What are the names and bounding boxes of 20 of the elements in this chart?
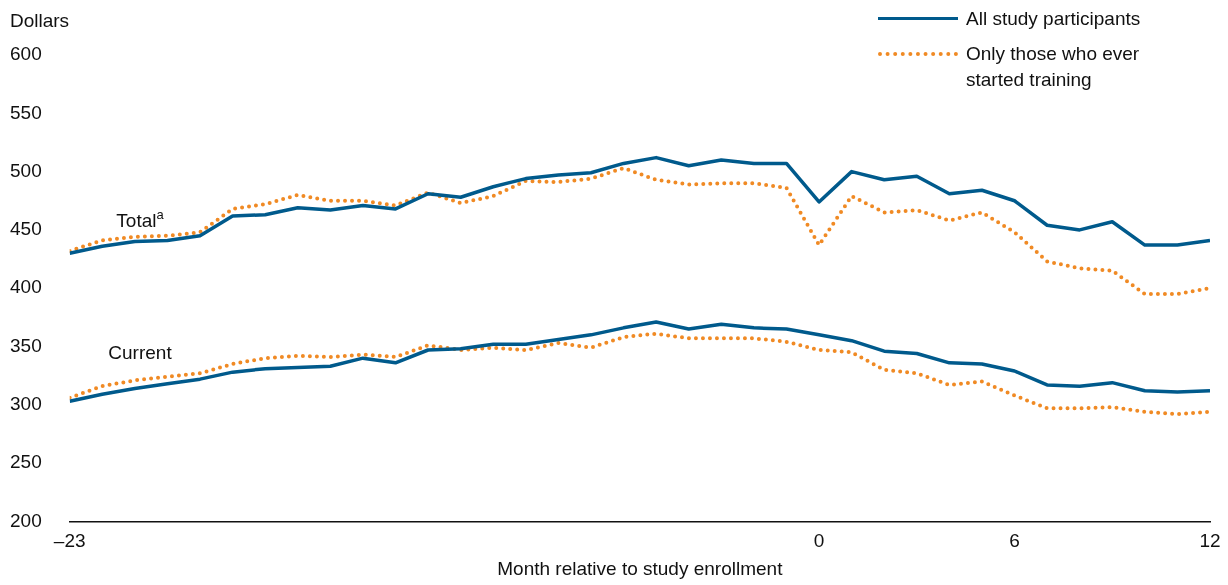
x-tick-label: 6	[1009, 530, 1020, 552]
x-tick-label: 0	[813, 530, 825, 552]
x-tick-label: –23	[53, 530, 86, 552]
y-tick-label: 350	[10, 334, 42, 356]
line-series	[69, 166, 1210, 297]
x-tick-label: 12	[1199, 530, 1221, 552]
y-tick-label: 450	[10, 218, 42, 240]
y-tick-label: 600	[10, 43, 42, 65]
y-tick-label: 250	[10, 451, 42, 473]
annotation: Current	[108, 342, 173, 364]
legend-label: All study participants	[966, 7, 1141, 31]
y-tick-label: 400	[10, 276, 42, 298]
y-tick-label: 550	[10, 101, 42, 123]
line-series	[69, 331, 1210, 417]
y-tick-label: 500	[10, 159, 42, 181]
y-tick-label: 200	[10, 509, 42, 531]
y-axis-title: Dollars	[10, 10, 70, 32]
y-tick-label: 300	[10, 393, 42, 415]
legend-label: Only those who ever started training	[966, 41, 1141, 93]
x-axis-title: Month relative to study enrollment	[497, 557, 784, 579]
